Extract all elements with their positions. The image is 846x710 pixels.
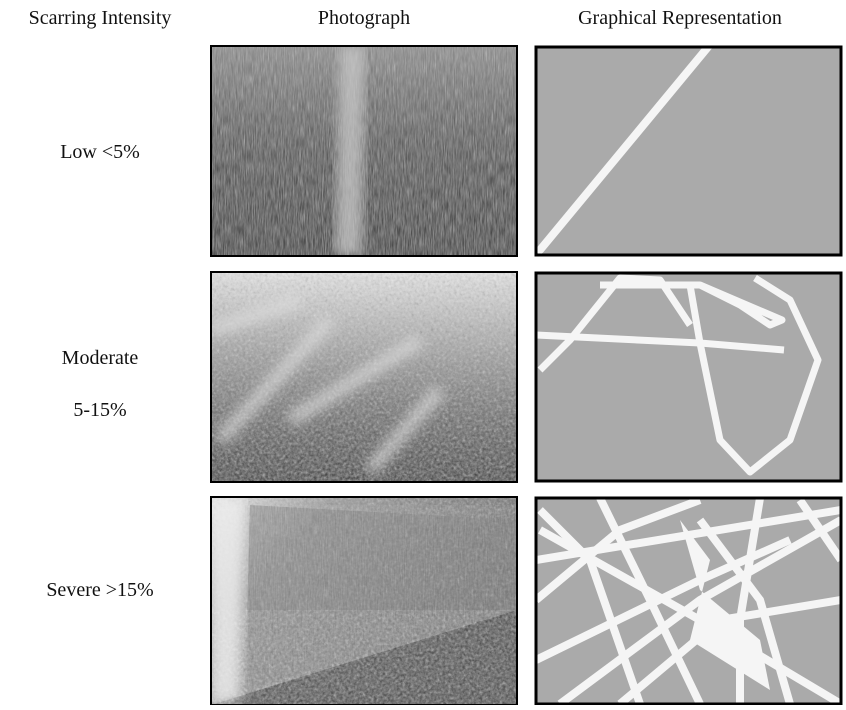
- row-label: Severe >15%: [46, 579, 153, 601]
- header-graphical: Graphical Representation: [578, 7, 782, 29]
- scar-lines: [536, 47, 712, 254]
- header-intensity: Scarring Intensity: [29, 7, 172, 29]
- scar-lines: [536, 274, 822, 476]
- photo-frame: [210, 45, 518, 257]
- graphic-frame: [534, 496, 843, 706]
- graphic-frame: [534, 271, 843, 483]
- photo-frame: [210, 271, 518, 483]
- graphic-low: [536, 47, 841, 255]
- row-label: Low <5%: [60, 141, 140, 163]
- graphic-frame: [534, 45, 843, 257]
- row-label: Moderate: [62, 347, 139, 369]
- row-label: 5-15%: [73, 399, 126, 421]
- photo-low: [211, 46, 517, 256]
- header-photograph: Photograph: [318, 7, 410, 29]
- photo-severe: [211, 497, 517, 705]
- scar-area: [680, 520, 770, 690]
- photo-moderate: [211, 272, 517, 482]
